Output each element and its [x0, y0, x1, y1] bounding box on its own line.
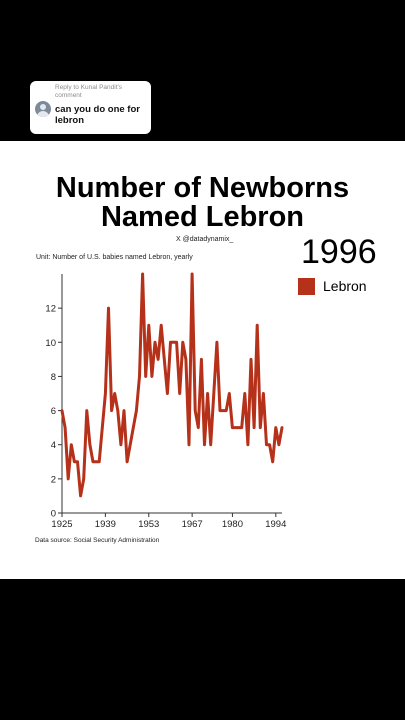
- credit-text: X @datadynamix_: [176, 236, 234, 243]
- series-line-lebron: [60, 272, 284, 498]
- chart-axes: 0 2 4 6 8 10 12 1925 1939 1953 1967 1980 1994: [45, 274, 286, 530]
- reply-meta-text: Reply to Kunal Pandit's comment: [55, 84, 123, 99]
- x-tick-label: 1925: [51, 519, 72, 530]
- y-tick-label: 8: [51, 372, 56, 383]
- y-tick-label: 2: [51, 474, 56, 485]
- y-tick-label: 12: [45, 304, 56, 315]
- data-source-text: Data source: Social Security Administrat…: [35, 537, 160, 544]
- avatar: [35, 101, 51, 117]
- x-tick-label: 1939: [95, 519, 116, 530]
- legend-swatch: [298, 278, 315, 295]
- reply-comment-text: can you do one for lebron: [55, 104, 140, 126]
- x-tick-label: 1980: [222, 519, 243, 530]
- chart-title: Number of Newborns Named Lebron: [55, 172, 350, 233]
- legend-label: Lebron: [323, 278, 367, 294]
- y-tick-label: 6: [51, 406, 56, 417]
- bottom-black-bar: [0, 579, 405, 720]
- current-year-label: 1996: [301, 233, 377, 271]
- unit-text: Unit: Number of U.S. babies named Lebron…: [36, 254, 193, 261]
- reply-comment-bubble[interactable]: Reply to Kunal Pandit's comment can you …: [30, 81, 151, 134]
- y-tick-label: 4: [51, 440, 56, 451]
- chart-marks: [60, 272, 284, 498]
- y-tick-label: 0: [51, 509, 56, 520]
- y-tick-label: 10: [45, 338, 56, 349]
- x-tick-label: 1967: [182, 519, 203, 530]
- x-tick-label: 1994: [265, 519, 286, 530]
- x-tick-label: 1953: [138, 519, 159, 530]
